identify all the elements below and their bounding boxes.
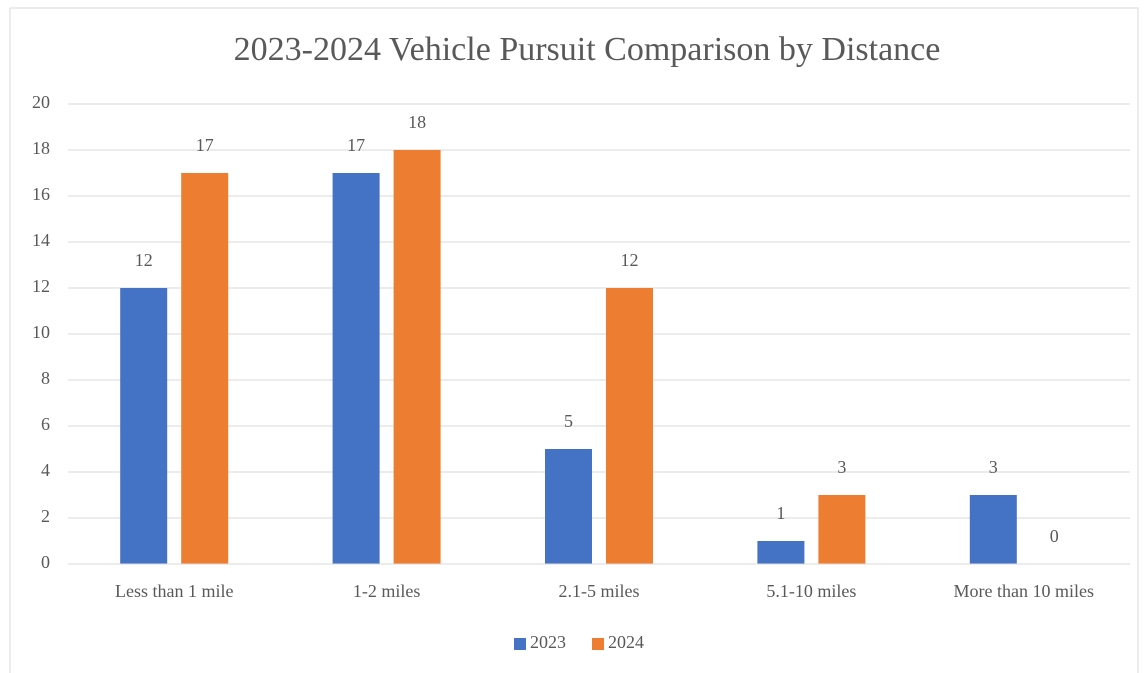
bar — [757, 541, 805, 564]
y-tick-label: 8 — [41, 368, 50, 388]
legend-label: 2023 — [530, 632, 566, 652]
x-tick-label: 5.1-10 miles — [766, 581, 856, 601]
data-label: 0 — [1050, 526, 1059, 546]
chart-border — [9, 7, 1139, 673]
y-tick-label: 20 — [32, 92, 50, 112]
chart-title: 2023-2024 Vehicle Pursuit Comparison by … — [234, 31, 941, 68]
y-tick-label: 10 — [32, 322, 50, 342]
y-tick-label: 4 — [41, 460, 50, 480]
y-tick-label: 18 — [32, 138, 50, 158]
bar — [606, 288, 653, 564]
y-tick-label: 2 — [41, 506, 50, 526]
bar — [818, 495, 866, 564]
y-tick-label: 16 — [32, 184, 50, 204]
y-tick-label: 0 — [41, 552, 50, 572]
bar — [969, 495, 1017, 564]
bar — [545, 449, 592, 564]
data-label: 3 — [989, 457, 998, 477]
data-label: 17 — [196, 135, 214, 155]
x-tick-label: 2.1-5 miles — [559, 581, 640, 601]
y-tick-label: 6 — [41, 414, 50, 434]
data-label: 12 — [135, 250, 153, 270]
bar — [393, 150, 441, 564]
legend-swatch — [514, 638, 526, 650]
x-tick-label: Less than 1 mile — [115, 581, 233, 601]
data-label: 18 — [408, 112, 426, 132]
bar — [181, 173, 229, 564]
y-tick-label: 12 — [32, 276, 50, 296]
data-label: 12 — [621, 250, 639, 270]
x-tick-label: More than 10 miles — [954, 581, 1094, 601]
legend-label: 2024 — [608, 632, 644, 652]
data-label: 17 — [347, 135, 365, 155]
x-tick-label: 1-2 miles — [353, 581, 421, 601]
bar — [332, 173, 380, 564]
data-label: 1 — [776, 503, 785, 523]
y-tick-label: 14 — [32, 230, 50, 250]
bar — [120, 288, 168, 564]
data-label: 5 — [564, 411, 573, 431]
legend-swatch — [592, 638, 604, 650]
data-label: 3 — [837, 457, 846, 477]
